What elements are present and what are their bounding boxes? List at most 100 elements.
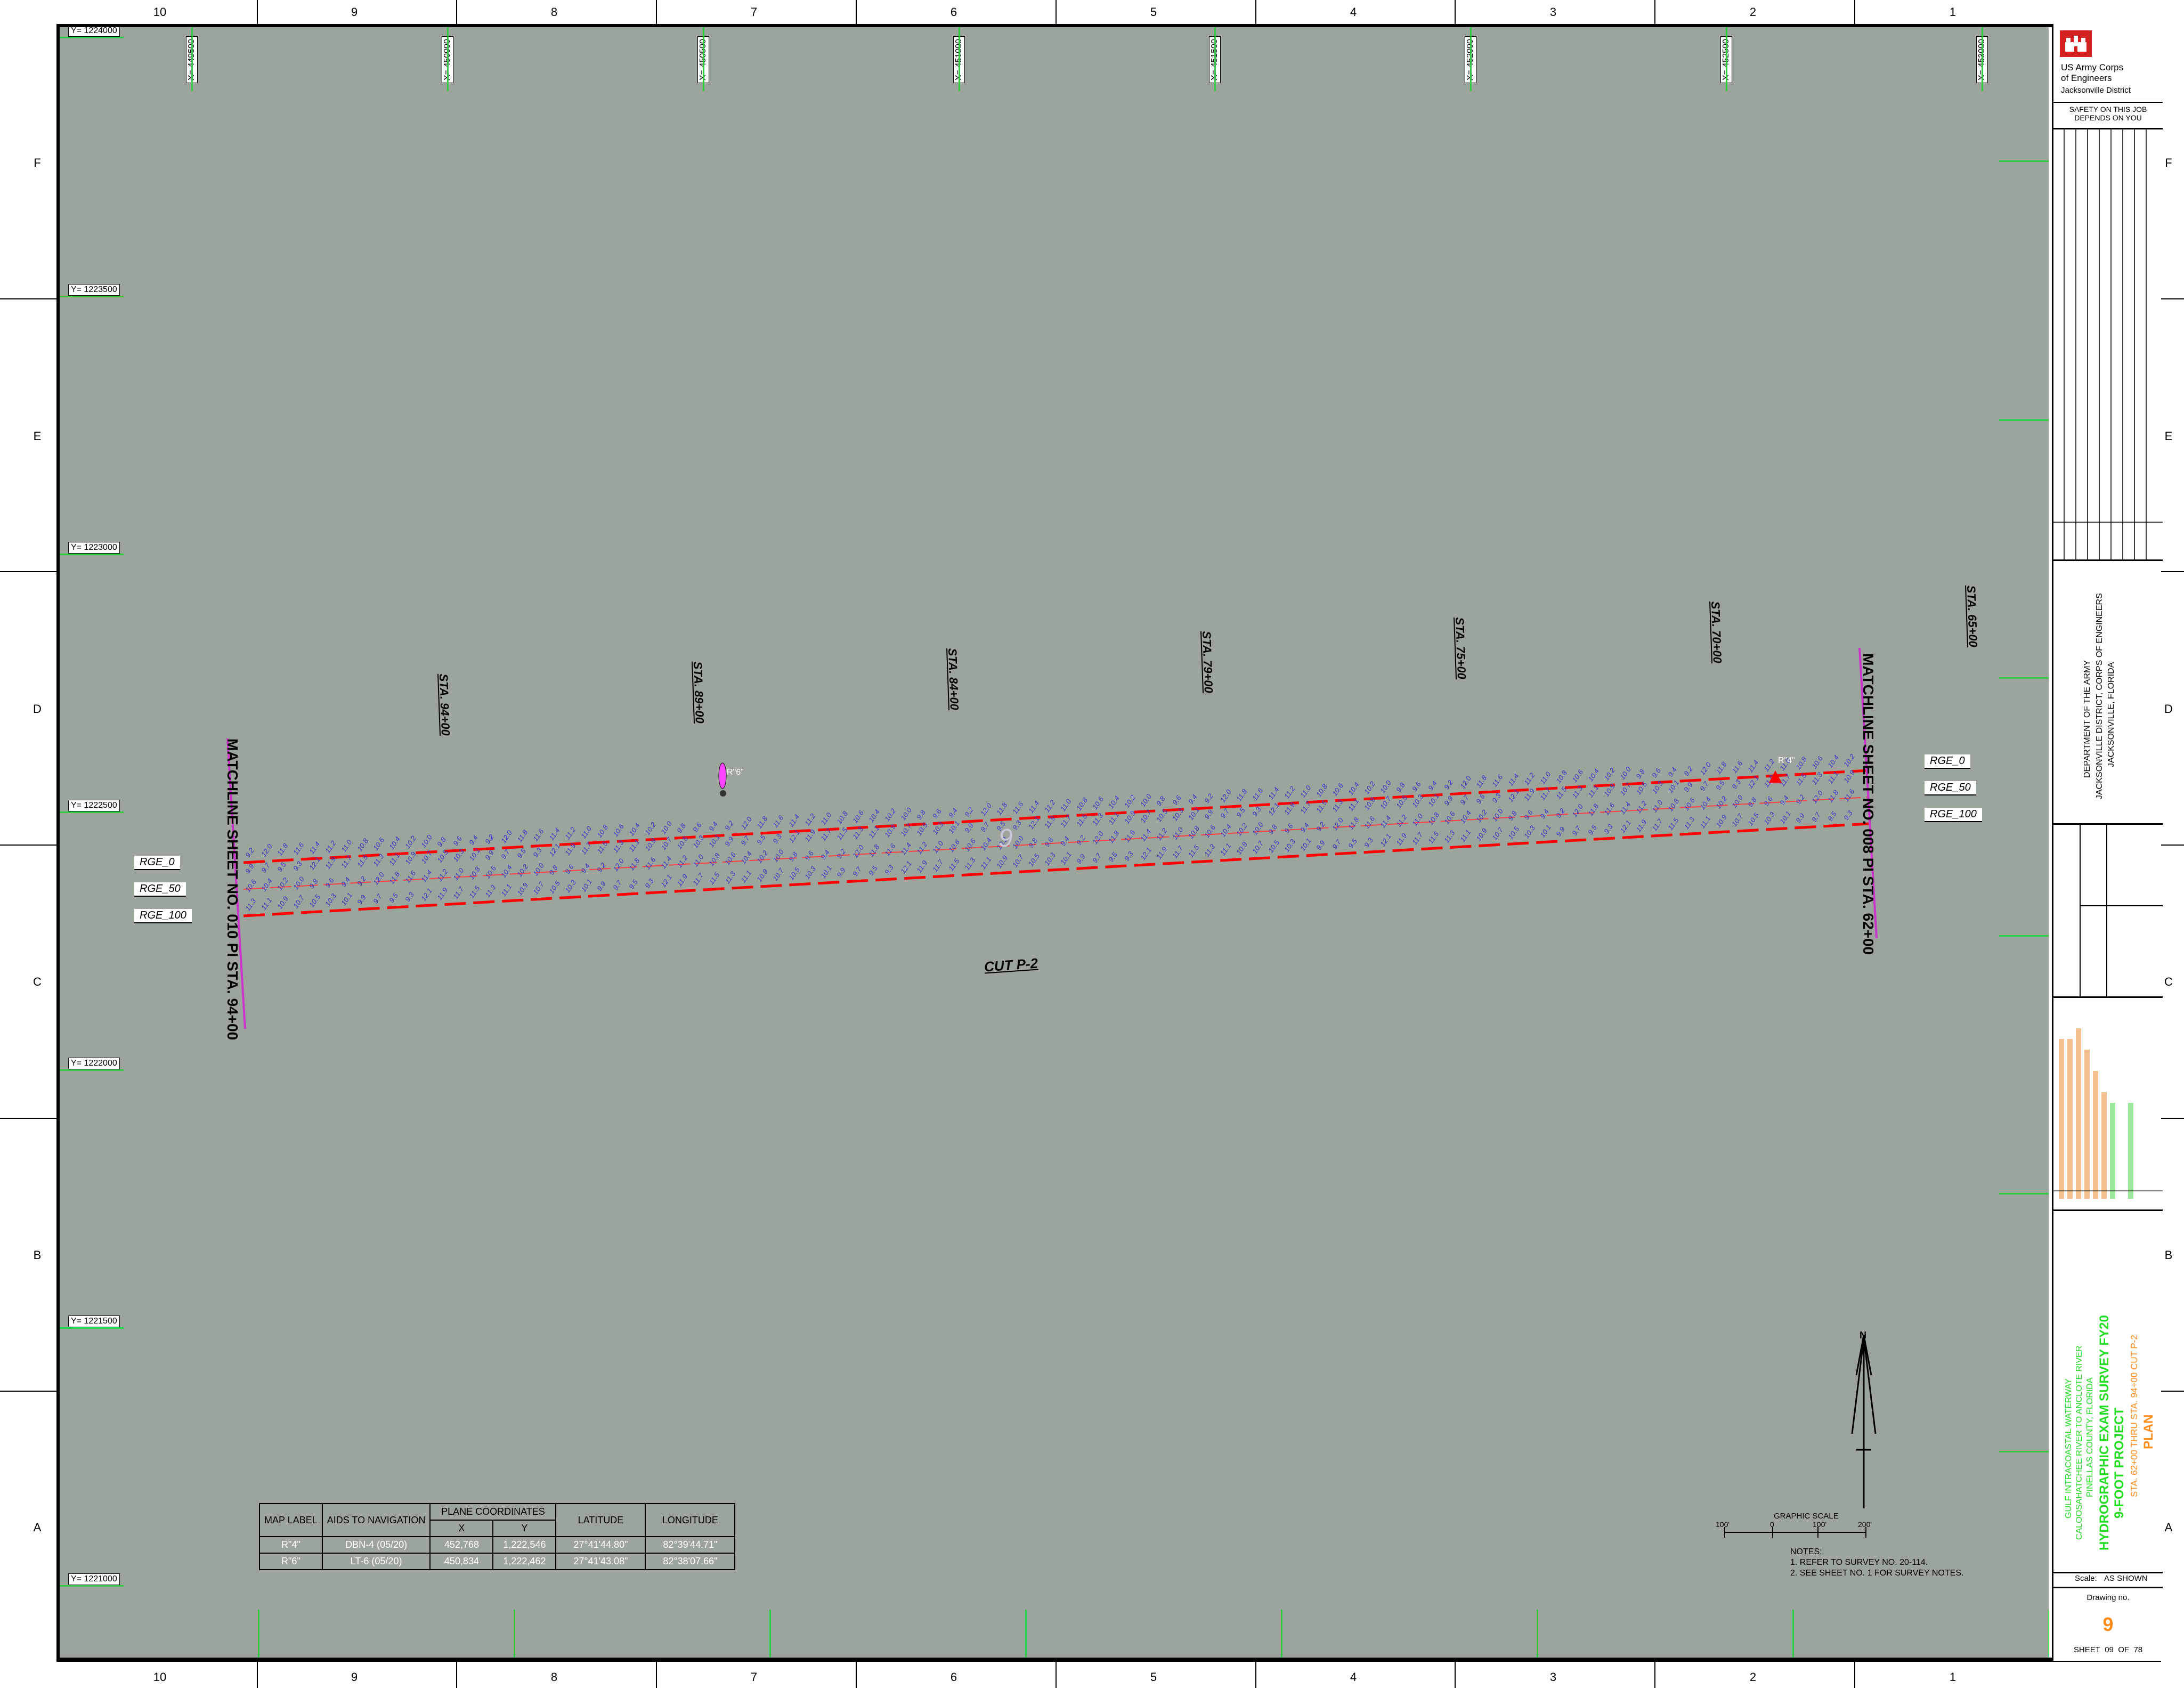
zone-divider	[2161, 571, 2184, 572]
sounding: 10.1	[339, 891, 354, 907]
sounding: 9.4	[1426, 779, 1439, 792]
sounding: 9.3	[403, 890, 416, 903]
zone-divider	[456, 1661, 457, 1688]
sounding: 9.6	[1171, 793, 1183, 806]
sounding: 11.9	[435, 886, 449, 902]
sounding: 10.3	[1043, 851, 1057, 867]
zone-column-7: 7	[750, 5, 758, 19]
sounding: 10.6	[1810, 754, 1824, 770]
sounding: 9.9	[1314, 839, 1327, 851]
scale-tick-2: 100'	[1813, 1520, 1827, 1529]
sounding: 9.8	[787, 850, 799, 863]
sounding: 11.7	[1410, 831, 1425, 846]
sounding: 9.6	[691, 821, 703, 833]
sounding: 11.9	[915, 859, 929, 874]
marker-r6-label: R"6"	[727, 768, 744, 777]
sounding: 11.4	[787, 813, 801, 829]
sounding: 11.7	[451, 885, 466, 900]
sounding: 12.1	[659, 873, 673, 889]
zone-column-10: 10	[153, 1670, 167, 1684]
sounding: 9.5	[1107, 850, 1119, 863]
project-line-3: PINELLAS COUNTY, FLORIDA	[2085, 1377, 2094, 1497]
grid-y-label: Y= 1221000	[68, 1573, 120, 1585]
sounding: 9.4	[1187, 793, 1199, 805]
range-label-left-100: RGE_100	[134, 909, 192, 923]
survey-title: HYDROGRAPHIC EXAM SURVEY FY20	[2097, 1315, 2112, 1550]
sounding: 10.2	[1123, 793, 1137, 809]
zone-row-C: C	[2164, 975, 2173, 988]
grid-tick	[1999, 419, 2049, 421]
sounding: 9.6	[323, 876, 336, 889]
sounding: 9.5	[867, 864, 879, 877]
zone-column-10: 10	[153, 5, 167, 19]
grid-tick	[1025, 1610, 1027, 1658]
dept-line-3: JACKSONVILLE, FLORIDA	[2107, 662, 2116, 767]
sounding: 11.8	[1235, 787, 1249, 802]
sounding: 10.4	[1346, 781, 1361, 796]
zone-divider	[1056, 0, 1057, 24]
zone-divider	[1654, 0, 1655, 24]
sounding: 9.5	[387, 891, 400, 904]
sounding: 9.4	[707, 820, 719, 832]
sounding: 12.0	[1219, 787, 1233, 803]
grid-tick	[1726, 27, 1727, 91]
soundings-group: 9.2 9.9 10.6 11.3 12.0 9.7 10.4 11.1 11.8 9.5 10.2…	[243, 752, 1856, 912]
table-row: R"4" DBN-4 (05/20) 452,768 1,222,546 27°…	[259, 1536, 736, 1554]
sounding: 10.2	[1362, 779, 1377, 795]
zone-row-E: E	[33, 429, 42, 443]
sounding: 11.1	[1698, 815, 1712, 830]
scale-value: AS SHOWN	[2104, 1574, 2148, 1583]
sounding: 10.4	[1458, 809, 1473, 824]
sounding: 9.8	[675, 822, 687, 834]
sounding: 10.6	[243, 878, 258, 894]
sounding: 9.8	[1746, 795, 1758, 808]
sounding: 9.3	[771, 832, 783, 845]
sounding: 11.0	[1171, 825, 1185, 841]
sounding: 11.8	[1107, 829, 1121, 844]
zone-divider	[0, 298, 56, 299]
col-latitude: LATITUDE	[555, 1503, 646, 1537]
sounding: 11.4	[1266, 786, 1280, 801]
zone-column-3: 3	[1549, 1670, 1557, 1684]
sounding: 10.6	[1330, 781, 1345, 797]
sounding: 10.0	[659, 819, 673, 835]
sounding: 10.0	[1011, 834, 1025, 850]
grid-tick	[60, 554, 124, 555]
scale-tick-0: 100'	[1716, 1520, 1730, 1529]
sounding: 11.8	[1826, 789, 1840, 804]
sounding: 9.7	[1810, 810, 1822, 823]
sounding: 11.2	[915, 840, 929, 856]
grid-tick	[1999, 160, 2049, 162]
sounding: 9.3	[1602, 822, 1614, 835]
note-1: 1. REFER TO SURVEY NO. 20-114.	[1790, 1558, 1928, 1567]
org-line-2: of Engineers	[2061, 73, 2112, 83]
zone-row-A: A	[33, 1521, 42, 1534]
marker-r4-label: R"4"	[1778, 756, 1795, 765]
project-title-block: GULF INTRACOASTAL WATERWAY CALOOSAHATCHE…	[2053, 1209, 2163, 1573]
cell-y: 1,222,462	[492, 1553, 557, 1570]
sounding: 11.3	[1203, 842, 1217, 858]
sounding: 10.2	[275, 876, 290, 892]
sounding: 11.8	[1714, 760, 1728, 775]
sounding: 10.3	[323, 892, 338, 908]
sounding: 9.7	[499, 848, 512, 860]
sounding: 10.2	[403, 834, 418, 850]
sounding: 10.8	[835, 809, 849, 825]
sounding: 10.2	[1842, 752, 1856, 768]
district-name: Jacksonville District	[2061, 86, 2131, 95]
sounding: 11.4	[1506, 772, 1520, 787]
sounding: 11.0	[819, 811, 833, 826]
sounding: 9.4	[1778, 794, 1790, 806]
cell-label: R"6"	[259, 1553, 323, 1570]
sounding: 10.1	[1778, 809, 1792, 825]
range-label-left-50: RGE_50	[134, 882, 186, 897]
sounding: 10.8	[707, 851, 721, 867]
sounding: 9.7	[1091, 851, 1103, 864]
cell-lat: 27°41'44.80"	[555, 1536, 646, 1554]
zone-column-5: 5	[1150, 5, 1157, 19]
sounding: 10.6	[1570, 768, 1585, 784]
zone-divider	[656, 1661, 657, 1688]
grid-tick	[514, 1610, 515, 1658]
sounding: 12.1	[1139, 846, 1153, 862]
zone-column-9: 9	[351, 5, 358, 19]
